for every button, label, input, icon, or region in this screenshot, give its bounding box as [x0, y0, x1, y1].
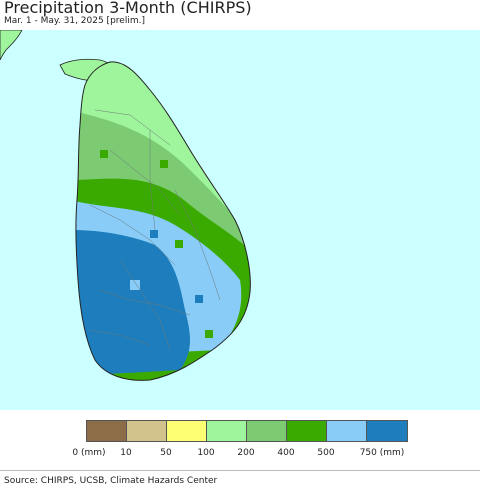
legend-tick-label: 0 (mm): [72, 448, 106, 458]
legend-tick-label: 50: [160, 448, 172, 458]
legend-swatch: [207, 421, 247, 441]
district-borders: [89, 109, 221, 351]
legend-swatch: [167, 421, 207, 441]
legend-swatch: [327, 421, 367, 441]
legend-swatch: [127, 421, 167, 441]
legend-tick-label: 10: [120, 448, 132, 458]
legend-swatch: [287, 421, 327, 441]
map-title: Precipitation 3-Month (CHIRPS): [4, 0, 252, 17]
india-coastline: [0, 30, 23, 61]
legend-tick-label: 750 (mm): [359, 448, 405, 458]
map-canvas: [0, 30, 251, 381]
legend-tick-label: 100: [197, 448, 215, 458]
legend-tick-label: 400: [277, 448, 295, 458]
legend-swatch: [247, 421, 287, 441]
legend-swatch: [87, 421, 127, 441]
legend-tick-label: 200: [237, 448, 255, 458]
source-text: Source: CHIRPS, UCSB, Climate Hazards Ce…: [4, 476, 218, 486]
legend-colorbar: [86, 420, 408, 442]
island-outline: [75, 61, 251, 381]
precip-layers: [75, 61, 251, 381]
map-subtitle: Mar. 1 - May. 31, 2025 [prelim.]: [4, 16, 145, 26]
legend-swatch: [367, 421, 407, 441]
precipitation-map: [0, 30, 480, 410]
legend-tick-label: 500: [317, 448, 335, 458]
footer: Source: CHIRPS, UCSB, Climate Hazards Ce…: [0, 470, 480, 491]
